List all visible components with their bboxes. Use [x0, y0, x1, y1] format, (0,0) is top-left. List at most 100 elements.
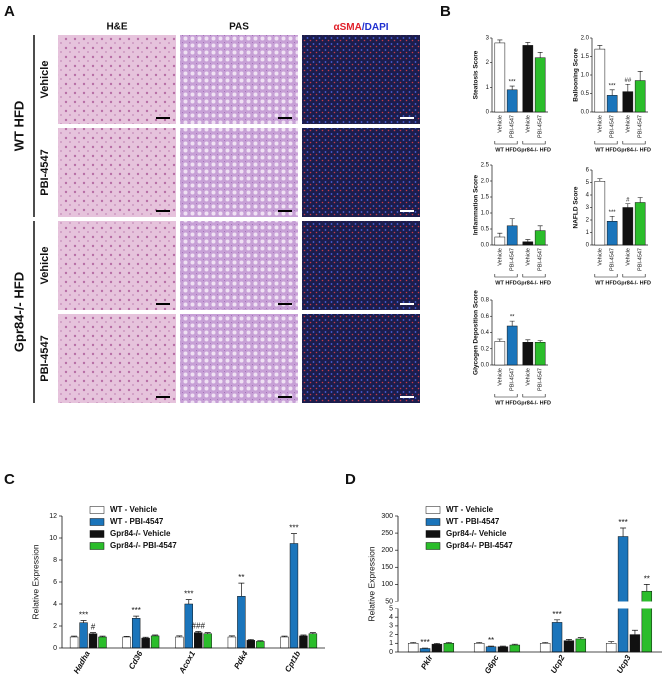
significance: ** — [510, 315, 515, 321]
y-tick-label: 3 — [389, 623, 393, 630]
error-bar — [80, 620, 87, 623]
micrograph — [58, 314, 176, 403]
group-bracket — [494, 141, 518, 145]
bar — [122, 636, 131, 649]
y-tick-label: 4 — [53, 601, 57, 608]
y-tick-label: 1 — [389, 640, 393, 647]
bar — [522, 241, 534, 246]
x-tick-label: Vehicle — [497, 248, 503, 266]
significance: *** — [609, 210, 617, 216]
significance: ### — [192, 622, 206, 631]
x-tick-label: PBI-4547 — [638, 115, 644, 138]
micrograph — [180, 128, 298, 217]
y-tick-label: 0.0 — [481, 363, 490, 369]
y-tick-label: 0.8 — [481, 298, 490, 304]
y-tick-label: 0.6 — [481, 314, 490, 320]
column-header: H&E — [106, 22, 127, 33]
significance: *** — [609, 83, 617, 89]
error-bar — [71, 635, 78, 637]
y-tick-label: 0 — [389, 649, 393, 656]
x-tick-label: Vehicle — [625, 115, 631, 133]
micrograph — [302, 221, 420, 310]
micrograph — [180, 221, 298, 310]
group-bracket — [594, 141, 618, 145]
bar — [494, 341, 506, 366]
micrograph — [302, 314, 420, 403]
error-bar — [625, 83, 631, 92]
group-bracket — [494, 394, 518, 398]
group-label: Gpr84-/- HFD — [617, 280, 651, 286]
error-bar — [511, 643, 518, 646]
bar — [534, 342, 546, 366]
bar — [131, 618, 141, 649]
y-axis-label: Inflammation Score — [473, 174, 480, 235]
stain-label: DAPI — [365, 22, 389, 33]
panel-label: C — [4, 471, 15, 488]
significance: *** — [289, 524, 298, 533]
error-bar — [228, 635, 235, 637]
error-bar — [476, 642, 483, 644]
y-axis-label: Glycogen Deposition Score — [473, 290, 480, 375]
y-tick-label: 0 — [486, 110, 490, 116]
group-label: WT HFD — [595, 280, 616, 286]
y-tick-label: 2 — [389, 631, 393, 638]
y-tick-label: 50 — [385, 598, 393, 605]
bar — [431, 643, 443, 653]
stain-label: / — [362, 22, 365, 33]
bar — [534, 230, 546, 246]
bar — [634, 80, 646, 113]
y-tick-label: 1.0 — [581, 73, 590, 79]
stain-label: αSMA — [333, 22, 361, 33]
error-bar — [499, 645, 506, 647]
error-bar — [620, 527, 627, 537]
bar — [237, 596, 246, 649]
y-tick-label: 0.2 — [481, 346, 490, 352]
y-tick-label: 0.5 — [581, 91, 590, 97]
group-bracket — [522, 274, 546, 278]
x-tick-label: Vehicle — [597, 248, 603, 266]
significance: *** — [552, 610, 561, 619]
bar — [98, 636, 107, 649]
legend-swatch — [425, 542, 441, 550]
y-tick-label: 1 — [586, 230, 590, 236]
error-bar — [525, 42, 531, 46]
y-tick-label: 6 — [586, 168, 590, 174]
significance: *** — [131, 606, 140, 615]
bar — [494, 236, 506, 246]
error-bar — [123, 635, 130, 637]
significance: *** — [79, 611, 88, 620]
x-tick-label: PBI-4547 — [510, 248, 516, 271]
error-bar — [597, 178, 603, 182]
group-label: WT HFD — [11, 101, 26, 152]
y-tick-label: 2.0 — [581, 36, 590, 42]
panel-label: B — [440, 3, 451, 20]
error-bar — [281, 635, 288, 637]
y-axis-label: NAFLD Score — [573, 186, 580, 228]
group-bracket — [522, 394, 546, 398]
x-tick-label: Vehicle — [497, 368, 503, 386]
significance: ** — [238, 573, 244, 582]
group-label: Gpr84-/- HFD — [517, 147, 551, 153]
bar — [88, 633, 98, 649]
x-tick-label: Hadha — [72, 649, 92, 675]
error-bar — [152, 634, 159, 636]
x-tick-label: Cpt1b — [283, 649, 302, 673]
group-bracket — [594, 274, 618, 278]
bar — [606, 95, 618, 113]
panel-label: D — [345, 471, 356, 488]
bar — [606, 221, 618, 246]
x-tick-label: PBI-4547 — [610, 115, 616, 138]
bar — [509, 644, 521, 653]
error-bar — [257, 640, 264, 642]
y-tick-label: 4 — [586, 193, 590, 199]
error-bar — [525, 239, 531, 242]
y-tick-label: 12 — [49, 513, 57, 520]
group-bracket — [522, 141, 546, 145]
error-bar — [195, 631, 202, 633]
bar — [256, 641, 265, 649]
bar — [443, 643, 455, 653]
y-tick-label: 2 — [486, 60, 490, 66]
x-tick-label: Vehicle — [525, 115, 531, 133]
group-bracket — [494, 274, 518, 278]
legend-swatch — [89, 542, 105, 550]
